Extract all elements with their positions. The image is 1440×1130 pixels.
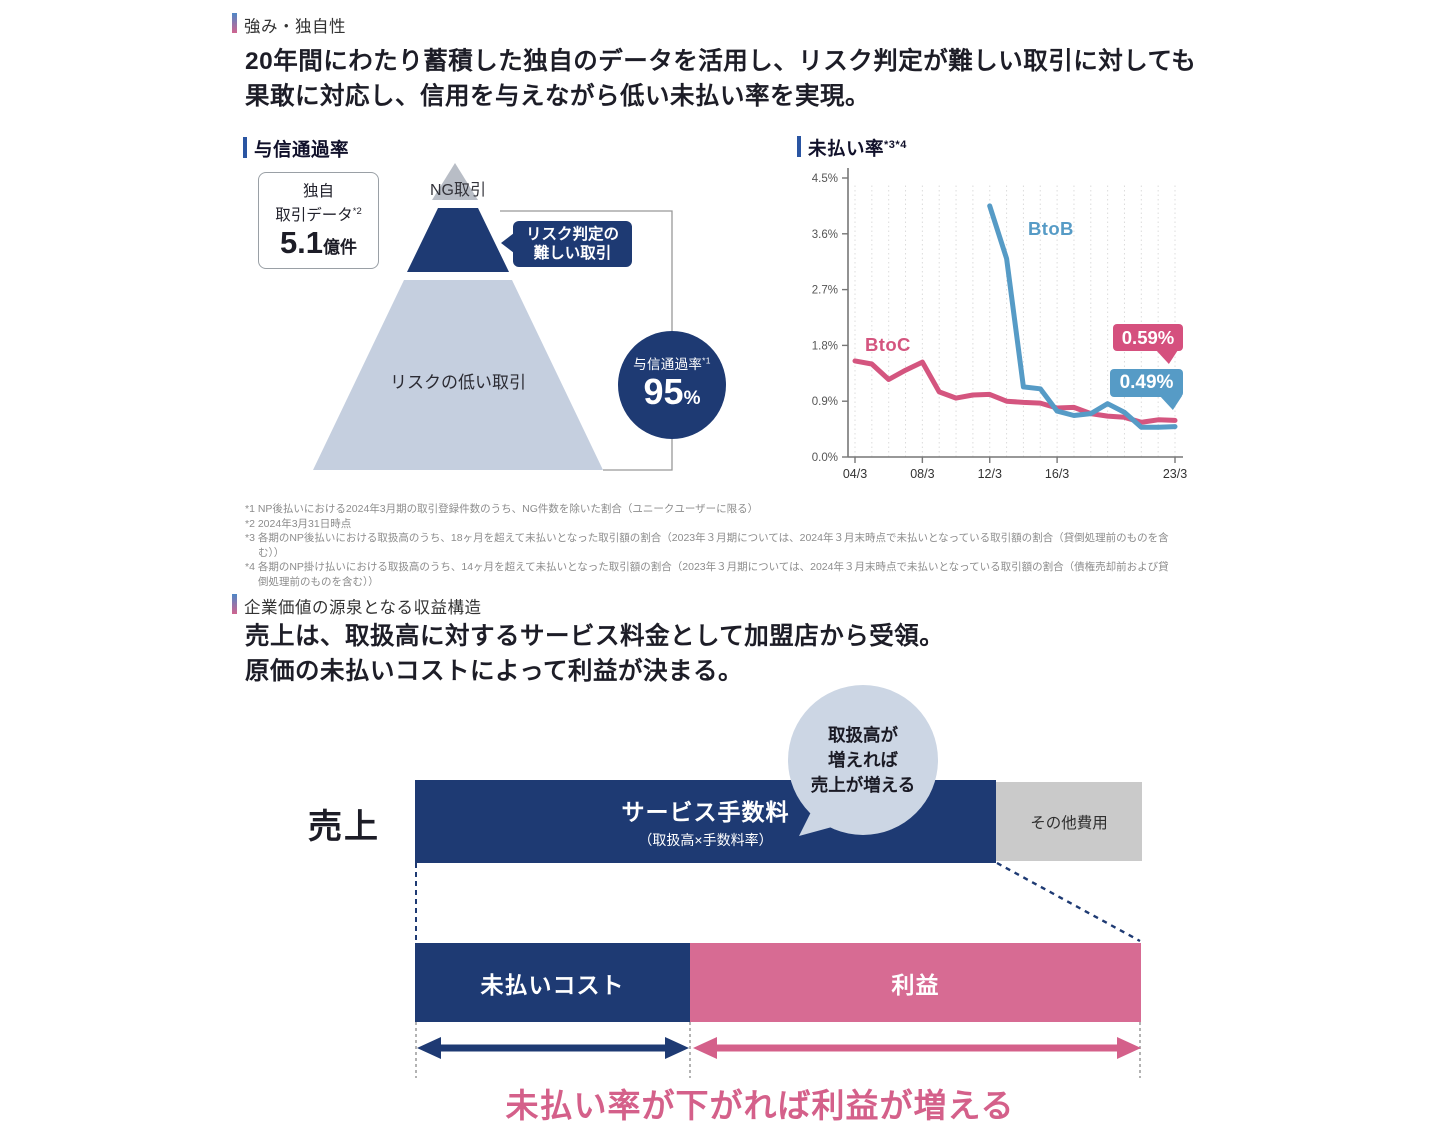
y-tick-label: 0.9% xyxy=(812,396,838,408)
section2-lead: 売上は、取扱高に対するサービス料金として加盟店から受領。 原価の未払いコストによ… xyxy=(245,620,944,689)
revenue-row-label: 売上 xyxy=(308,808,380,846)
x-tick-label: 23/3 xyxy=(1163,467,1187,481)
other-cost-label: その他費用 xyxy=(1030,814,1108,832)
series-line-btob xyxy=(987,203,1178,430)
y-tick-label: 0.0% xyxy=(812,452,838,464)
pyramid-ng-cap xyxy=(432,163,478,200)
footnotes: *1 NP後払いにおける2024年3月期の取引登録件数のうち、NG件数を除いた割… xyxy=(245,502,1170,589)
credit-chart-title-bar xyxy=(243,137,247,158)
unpaid-chart-footnote-ref: *3*4 xyxy=(884,138,907,151)
section1-lead-line1: 20年間にわたり蓄積した独自のデータを活用し、リスク判定が難しい取引に対しても xyxy=(245,48,1197,75)
profit-label: 利益 xyxy=(891,971,940,998)
data-box-footnote-ref: *2 xyxy=(352,206,362,217)
footnote-3: *3 各期のNP後払いにおける取扱高のうち、18ヶ月を超えて未払いとなった取引額… xyxy=(245,532,1169,559)
profit-arrow-head-right xyxy=(1117,1037,1141,1059)
service-fee-label: サービス手数料 xyxy=(621,799,790,825)
section1-label: 強み・独自性 xyxy=(244,18,346,36)
unpaid-cost-bar: 未払いコスト xyxy=(415,943,690,1022)
series-label-btoc: BtoC xyxy=(865,334,911,355)
btob-end-value-callout: 0.49% xyxy=(1110,369,1183,410)
pyramid-risky-tier xyxy=(407,208,509,272)
section1-lead-line2: 果敢に対応し、信用を与えながら低い未払い率を実現。 xyxy=(245,82,870,110)
risky-callout-line1: リスク判定の xyxy=(525,226,619,243)
section2-lead-line2: 原価の未払いコストによって利益が決まる。 xyxy=(245,657,744,685)
footnote-1: *1 NP後払いにおける2024年3月期の取引登録件数のうち、NG件数を除いた割… xyxy=(245,503,759,515)
volume-growth-speech-bubble: 取扱高が 増えれば 売上が増える xyxy=(788,685,938,836)
section2-label: 企業価値の源泉となる収益構造 xyxy=(244,599,482,617)
pyramid-lowrisk-tier xyxy=(313,280,603,470)
bubble-line3: 売上が増える xyxy=(810,774,916,795)
section2-lead-line1: 売上は、取扱高に対するサービス料金として加盟店から受領。 xyxy=(245,623,945,650)
x-tick-label: 04/3 xyxy=(843,467,867,481)
unpaid-cost-arrow-head-right xyxy=(665,1037,689,1059)
bubble-line1: 取扱高が xyxy=(828,724,898,745)
y-tick-label: 2.7% xyxy=(812,285,838,297)
x-tick-label: 16/3 xyxy=(1045,467,1069,481)
proprietary-data-box: 独自 取引データ*2 5.1億件 xyxy=(258,172,379,269)
section1-lead: 20年間にわたり蓄積した独自のデータを活用し、リスク判定が難しい取引に対しても … xyxy=(245,45,1196,114)
bottom-message: 未払い率が下がれば利益が増える xyxy=(505,1087,1015,1124)
x-tick-label: 12/3 xyxy=(978,467,1002,481)
circle-label: 与信通過率*1 xyxy=(633,355,711,372)
profit-bar: 利益 xyxy=(690,943,1141,1022)
series-label-btob: BtoB xyxy=(1028,218,1074,239)
pyramid-ng-label: NG取引 xyxy=(429,182,486,199)
service-fee-sublabel: （取扱高×手数料率） xyxy=(638,832,773,848)
section1-accent-bar xyxy=(232,13,237,33)
y-tick-label: 3.6% xyxy=(812,229,838,241)
data-box-line2: 取引データ*2 xyxy=(275,206,362,225)
pyramid-lowrisk-label: リスクの低い取引 xyxy=(390,373,526,392)
unpaid-chart-title: 未払い率*3*4 xyxy=(808,138,907,159)
dashed-connector-diagonal xyxy=(996,861,1141,943)
credit-pass-rate-circle: 与信通過率*1 95% xyxy=(618,331,726,439)
credit-chart-title: 与信通過率 xyxy=(254,139,350,160)
x-tick-label: 08/3 xyxy=(910,467,934,481)
circle-value: 95% xyxy=(643,370,701,412)
risky-callout-line2: 難しい取引 xyxy=(533,245,612,262)
footnote-2: *2 2024年3月31日時点 xyxy=(245,517,352,530)
data-box-value: 5.1億件 xyxy=(279,225,358,261)
data-box-line1: 独自 xyxy=(302,183,334,200)
bubble-line2: 増えれば xyxy=(828,749,898,770)
unpaid-cost-arrow-head-left xyxy=(417,1037,441,1059)
series-line-btoc xyxy=(852,358,1178,425)
unpaid-rate-line-chart: 0.0% 0.9% 1.8% 2.7% 3.6% 4.5% 04/3 08/3 12/3 16/3… xyxy=(812,168,1187,481)
btoc-end-value-callout: 0.59% xyxy=(1113,324,1183,364)
other-cost-bar: その他費用 xyxy=(996,782,1142,861)
section2-accent-bar xyxy=(232,594,237,614)
risky-transactions-callout: リスク判定の 難しい取引 xyxy=(501,221,632,267)
unpaid-cost-label: 未払いコスト xyxy=(480,971,625,998)
footnote-4: *4 各期のNP掛け払いにおける取扱高のうち、14ヶ月を超えて未払いとなった取引… xyxy=(245,561,1169,588)
profit-arrow-head-left xyxy=(693,1037,717,1059)
circle-footnote-ref: *1 xyxy=(702,355,711,365)
unpaid-chart-title-bar xyxy=(797,136,801,157)
y-tick-label: 1.8% xyxy=(812,340,838,352)
y-tick-label: 4.5% xyxy=(812,173,838,185)
